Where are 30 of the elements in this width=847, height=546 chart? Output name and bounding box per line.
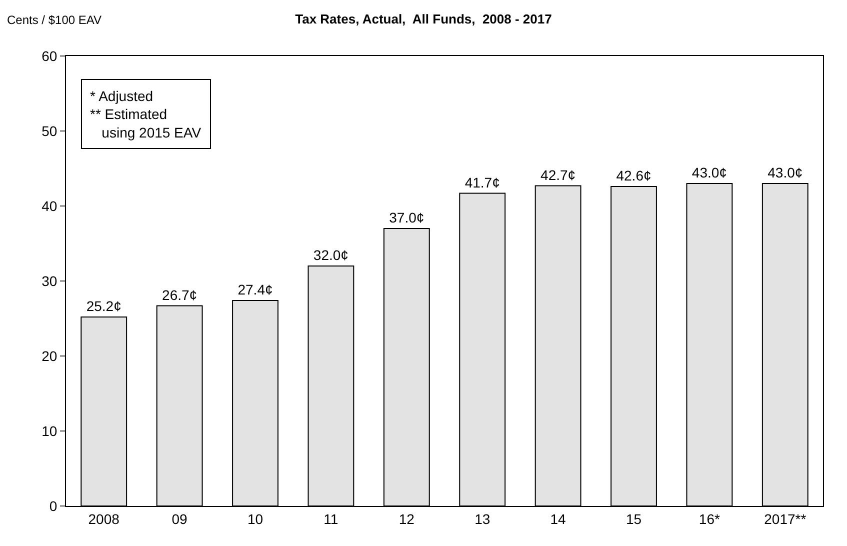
y-tick-label: 30 xyxy=(42,272,58,289)
chart-title: Tax Rates, Actual, All Funds, 2008 - 2017 xyxy=(295,12,552,27)
x-tick-label: 15 xyxy=(626,510,642,527)
data-label: 25.2¢ xyxy=(86,298,122,314)
x-tick-label: 2017** xyxy=(764,510,807,527)
y-tick-label: 40 xyxy=(42,198,58,214)
y-tick-label: 20 xyxy=(42,348,58,364)
x-tick-label: 16* xyxy=(698,510,721,527)
annotation: * Adjusted ** Estimated using 2015 EAV xyxy=(90,88,202,140)
x-tick-label: 10 xyxy=(247,510,264,527)
y-tick-label: 0 xyxy=(49,498,58,514)
data-label: 37.0¢ xyxy=(389,210,424,226)
x-tick-label: 11 xyxy=(324,510,338,527)
data-label: 43.0¢ xyxy=(768,164,803,180)
x-tick-label: 09 xyxy=(172,510,188,527)
x-tick-label: 13 xyxy=(474,510,490,527)
y-tick-label: 60 xyxy=(42,48,58,64)
data-label: 42.6¢ xyxy=(616,168,652,184)
data-label: 41.7¢ xyxy=(464,174,500,190)
data-label: 26.7¢ xyxy=(162,286,198,303)
x-tick-label: 14 xyxy=(550,510,566,527)
x-tick-label: 2008 xyxy=(88,510,120,527)
data-label: 43.0¢ xyxy=(692,164,727,180)
data-label: 32.0¢ xyxy=(313,247,348,263)
x-tick-label: 12 xyxy=(398,510,415,527)
data-label: 27.4¢ xyxy=(238,282,273,298)
y-tick-label: 50 xyxy=(42,122,58,139)
y-tick-label: 10 xyxy=(42,422,58,439)
y-axis-title: Cents / $100 EAV xyxy=(7,13,102,27)
data-label: 42.7¢ xyxy=(540,166,576,183)
